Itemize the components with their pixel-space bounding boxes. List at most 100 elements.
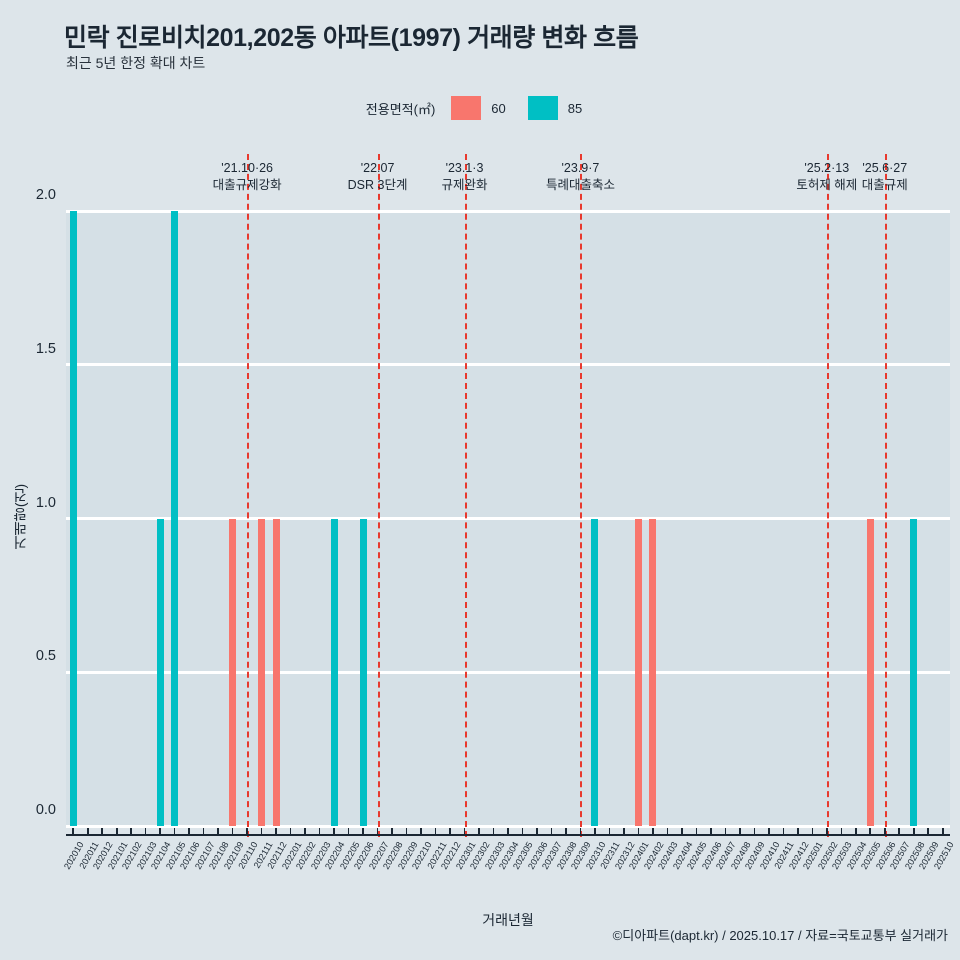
- x-axis-tick: [550, 828, 553, 836]
- bar[interactable]: [866, 518, 874, 826]
- x-axis-tick: [362, 828, 364, 836]
- event-date: '25.2·13: [804, 161, 850, 175]
- event-annotation: '21.10·26 대출규제강화: [213, 160, 282, 194]
- bar[interactable]: [229, 518, 237, 826]
- x-axis-title: 거래년월: [482, 912, 534, 928]
- x-axis-tick: [347, 828, 350, 836]
- x-axis-tick: [391, 828, 393, 836]
- x-axis-tick: [492, 828, 495, 836]
- event-line: [377, 154, 380, 837]
- gridline-0.5: [66, 670, 950, 674]
- x-axis-tick: [811, 828, 814, 836]
- y-axis-tick-label: 0.5: [35, 648, 56, 665]
- bar[interactable]: [634, 518, 642, 826]
- event-label: 토허제 해제: [796, 178, 858, 192]
- x-axis-tick: [695, 828, 698, 836]
- x-axis-tick: [724, 828, 727, 836]
- x-axis-tick: [188, 828, 190, 836]
- x-axis-tick: [231, 828, 234, 836]
- bar[interactable]: [330, 518, 338, 826]
- x-axis-tick: [637, 828, 640, 836]
- y-axis-title: 거래량(건): [12, 483, 28, 549]
- gridline-2.0: [66, 209, 950, 213]
- event-date: '23.1·3: [445, 161, 484, 175]
- event-annotation: '23.1·3 규제완화: [442, 160, 488, 194]
- x-axis-tick: [927, 828, 930, 836]
- gridline-0.0: [66, 824, 950, 828]
- x-axis-tick: [507, 828, 509, 836]
- event-label: 규제완화: [441, 178, 488, 192]
- x-axis-tick: [144, 828, 147, 836]
- legend-title: 전용면적(㎡): [365, 101, 436, 117]
- x-axis-tick: [710, 828, 712, 836]
- x-axis-tick: [333, 828, 335, 836]
- bar[interactable]: [272, 518, 280, 826]
- bar[interactable]: [591, 518, 599, 826]
- legend-label-60: 60: [491, 100, 506, 116]
- event-line: [826, 154, 829, 837]
- x-axis-tick: [536, 828, 538, 836]
- x-axis-tick: [623, 828, 625, 836]
- bar[interactable]: [69, 211, 77, 826]
- x-axis-tick: [304, 828, 306, 836]
- x-axis-tick: [768, 828, 770, 836]
- bar[interactable]: [258, 518, 266, 826]
- x-axis-tick: [478, 828, 480, 836]
- bar[interactable]: [359, 518, 367, 826]
- x-axis-tick: [463, 828, 466, 836]
- x-axis-tick: [941, 828, 944, 836]
- event-date: '23.9·7: [561, 161, 600, 175]
- x-axis-tick: [202, 828, 205, 836]
- legend-swatch-60[interactable]: [451, 96, 482, 120]
- event-annotation: '25.6·27 대출규제: [862, 160, 908, 194]
- x-axis-tick: [912, 828, 915, 836]
- x-axis-tick: [666, 828, 669, 836]
- x-axis-tick: [101, 828, 104, 836]
- x-axis-tick: [739, 828, 741, 836]
- x-axis-tick: [449, 828, 451, 836]
- plot-area: 거래량(건) 0.0 0.5 1.0 1.5 2.0: [12, 154, 950, 837]
- event-annotation: '22.07 DSR 3단계: [348, 160, 408, 194]
- event-label: 대출규제: [861, 178, 908, 192]
- legend-label-85: 85: [567, 100, 583, 116]
- x-axis-tick: [594, 828, 596, 836]
- event-line: [884, 154, 887, 837]
- chart-title: 민락 진로비치201,202동 아파트(1997) 거래량 변화 흐름: [64, 24, 639, 52]
- y-axis-tick-label: 0.0: [35, 802, 56, 818]
- x-axis-tick: [159, 828, 161, 836]
- x-axis: 거래년월 202010 202011 202012 202101 202102 20210…: [62, 826, 955, 956]
- x-axis-tick: [753, 828, 756, 836]
- x-axis-tick: [405, 828, 408, 836]
- legend-swatch-85[interactable]: [527, 96, 558, 120]
- chart-subtitle: 최근 5년 한정 확대 차트: [66, 55, 206, 71]
- x-axis-tick: [72, 828, 75, 836]
- x-axis-tick: [376, 828, 379, 836]
- x-axis-tick: [318, 828, 321, 836]
- bar[interactable]: [910, 518, 918, 826]
- bar[interactable]: [171, 211, 179, 826]
- x-axis-tick: [681, 828, 683, 836]
- event-date: '22.07: [360, 161, 395, 175]
- event-line: [247, 154, 250, 837]
- x-axis-tick: [130, 828, 132, 836]
- x-axis-tick: [782, 828, 785, 836]
- x-axis-tick: [579, 828, 582, 836]
- y-axis-tick-label: 2.0: [35, 187, 56, 203]
- x-axis-tick: [608, 828, 611, 836]
- x-axis-tick: [869, 828, 872, 836]
- x-axis-tick: [898, 828, 901, 836]
- bar[interactable]: [156, 518, 164, 826]
- x-axis-tick: [246, 828, 248, 836]
- event-line: [464, 154, 467, 837]
- x-axis-tick: [289, 828, 292, 836]
- bar[interactable]: [649, 518, 657, 826]
- x-axis-tick: [420, 828, 422, 836]
- event-label: DSR 3단계: [347, 178, 408, 192]
- credit-text: ©디아파트(dapt.kr) / 2025.10.17 / 자료=국토교통부 실…: [612, 928, 948, 943]
- x-axis-tick: [173, 828, 176, 836]
- x-axis-tick: [797, 828, 799, 836]
- x-axis-tick: [260, 828, 263, 836]
- event-label: 대출규제강화: [212, 178, 282, 192]
- x-axis-tick: [565, 828, 567, 836]
